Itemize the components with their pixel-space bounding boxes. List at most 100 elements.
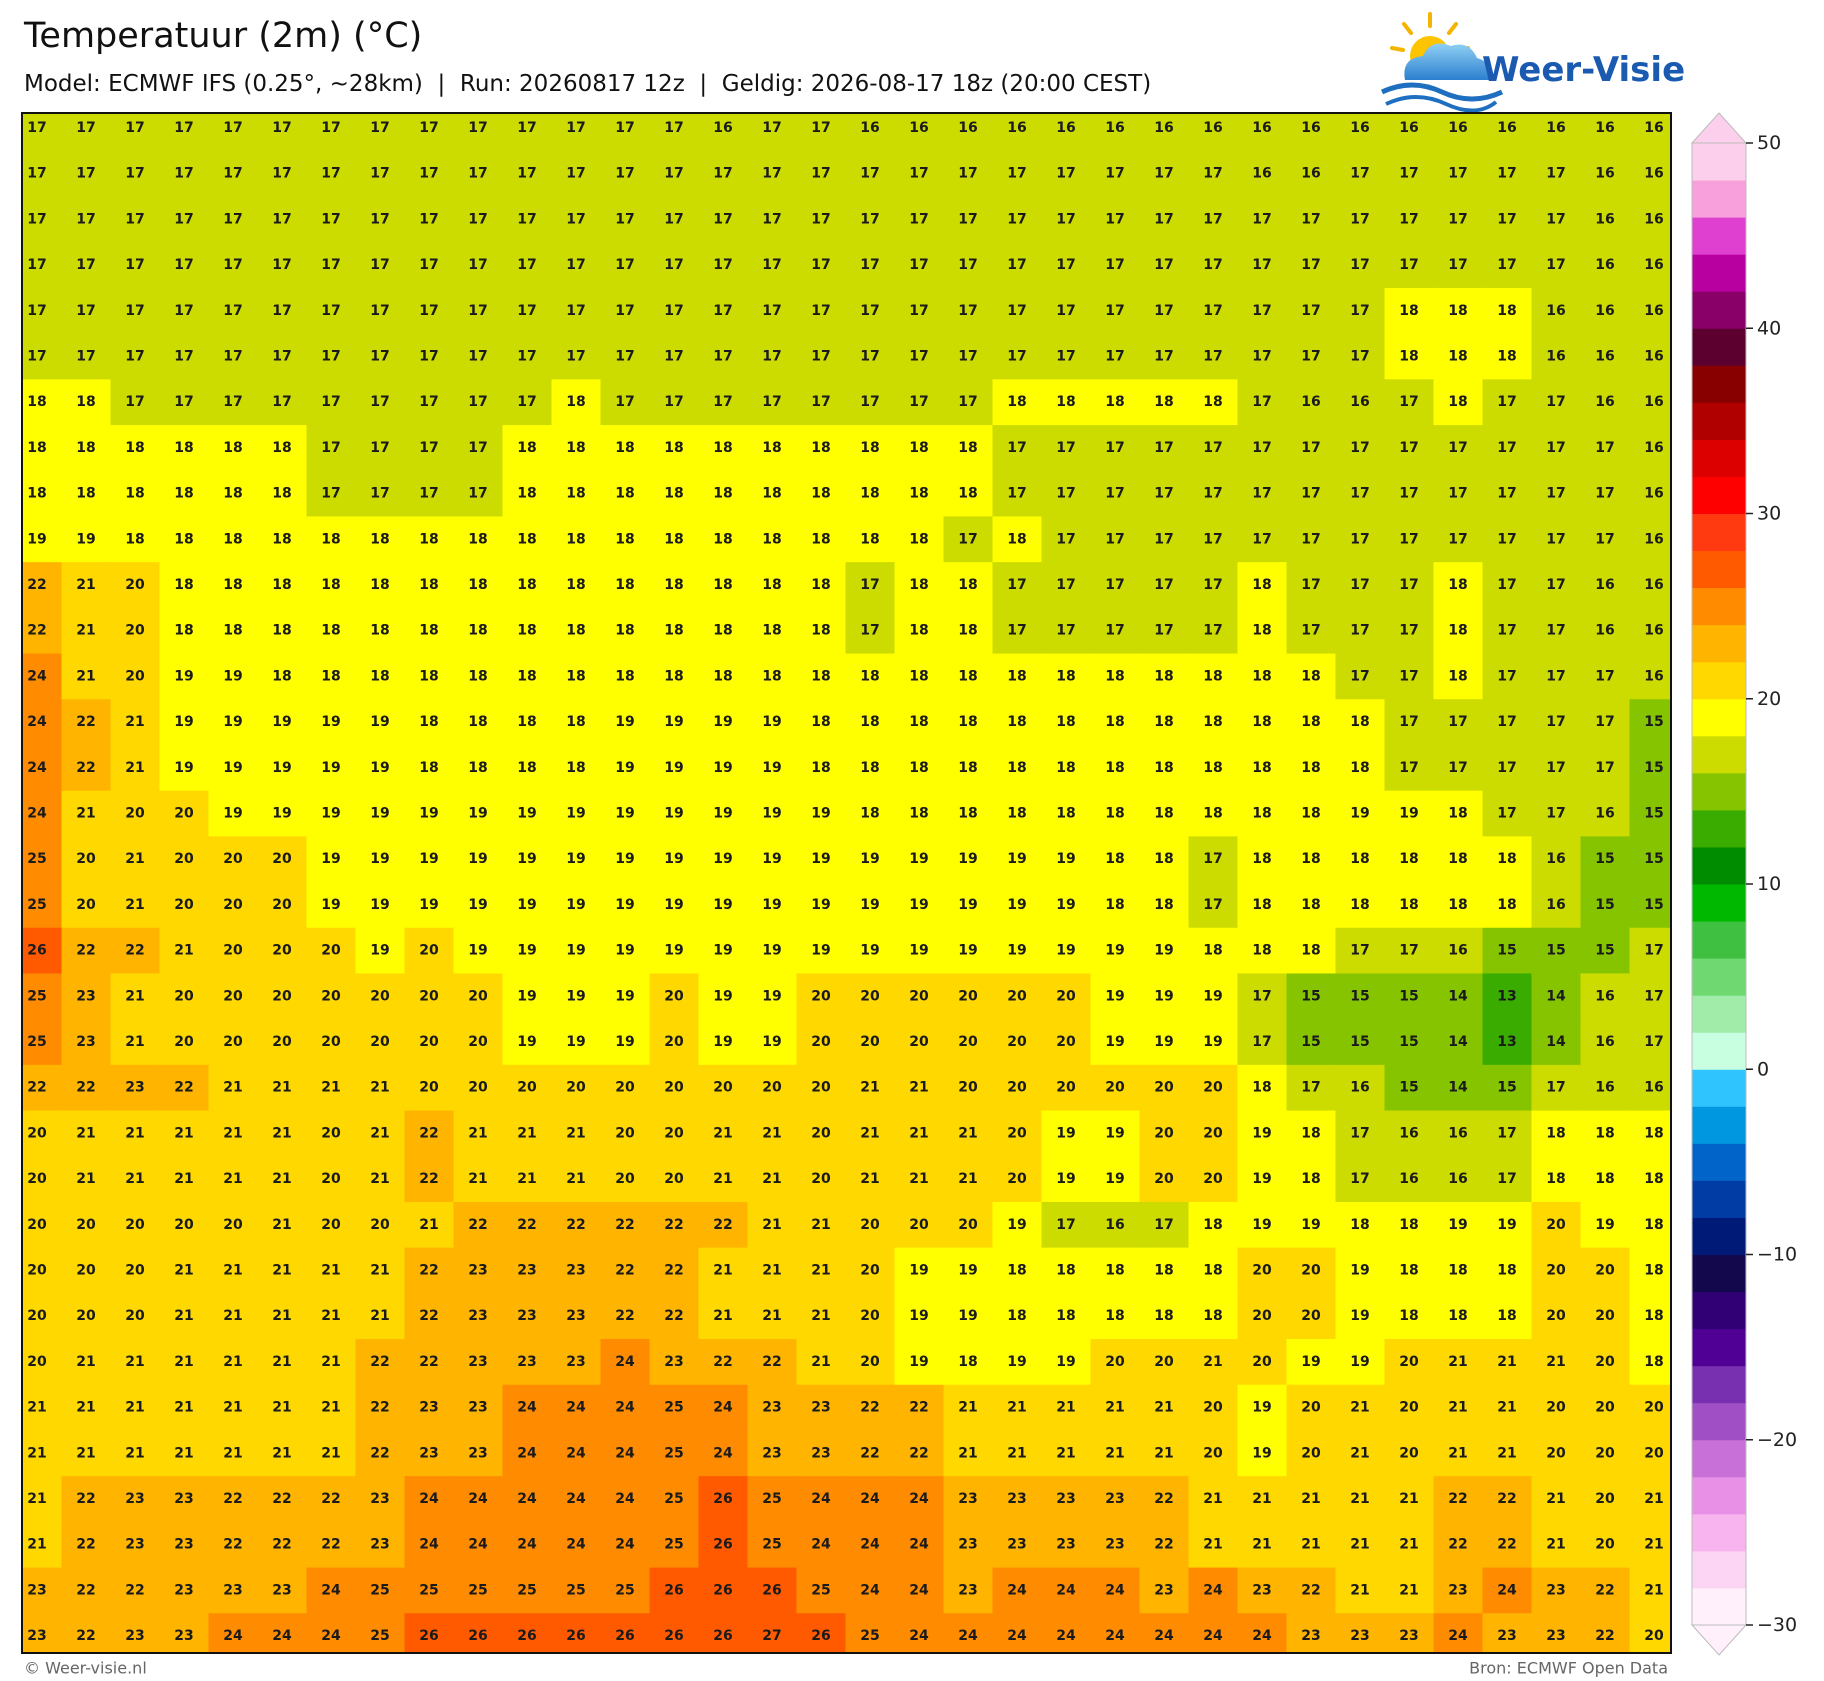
temperature-label: 20 [76, 851, 96, 867]
temperature-label: 18 [1448, 623, 1467, 639]
temperature-label: 20 [272, 897, 292, 913]
temperature-cell [943, 1384, 994, 1432]
temperature-label: 21 [566, 1171, 585, 1187]
temperature-label: 17 [1154, 623, 1173, 639]
temperature-cell [1580, 150, 1631, 198]
temperature-cell [1090, 882, 1141, 929]
temperature-label: 17 [615, 394, 634, 410]
temperature-cell [943, 113, 994, 152]
temperature-cell [1580, 927, 1631, 975]
temperature-label: 17 [1546, 531, 1565, 547]
temperature-cell [1041, 790, 1092, 837]
temperature-label: 20 [174, 1034, 194, 1050]
temperature-label: 18 [860, 668, 879, 684]
temperature-label: 23 [1007, 1491, 1026, 1507]
temperature-cell [1090, 1156, 1141, 1203]
colorbar-box [1692, 1106, 1746, 1144]
temperature-cell [404, 1247, 455, 1294]
temperature-cell [1629, 1613, 1671, 1653]
logo-text: Weer-Visie [1482, 50, 1685, 90]
cloud [1404, 43, 1490, 80]
temperature-label: 19 [223, 806, 242, 822]
temperature-label: 21 [272, 1445, 291, 1461]
temperature-label: 17 [1497, 440, 1516, 456]
temperature-cell [1237, 1201, 1288, 1249]
temperature-cell [22, 333, 63, 380]
temperature-cell [61, 242, 112, 289]
temperature-label: 17 [321, 257, 340, 273]
temperature-label: 20 [1007, 1080, 1027, 1096]
temperature-cell [1384, 699, 1435, 746]
temperature-cell [1384, 927, 1435, 975]
temperature-cell [1531, 973, 1582, 1020]
temperature-label: 17 [125, 257, 144, 273]
temperature-cell [1482, 973, 1533, 1020]
temperature-cell [943, 333, 994, 380]
temperature-cell [208, 744, 259, 792]
temperature-label: 16 [1595, 120, 1614, 136]
temperature-label: 19 [1497, 1217, 1516, 1233]
temperature-cell [159, 1476, 210, 1523]
temperature-cell [1188, 653, 1239, 700]
temperature-cell [306, 790, 357, 837]
temperature-cell [61, 1430, 112, 1477]
temperature-label: 20 [27, 1354, 47, 1370]
temperature-label: 18 [958, 623, 977, 639]
temperature-label: 18 [419, 623, 438, 639]
temperature-cell [453, 607, 504, 655]
temperature-label: 17 [1203, 349, 1222, 365]
temperature-cell [600, 1339, 651, 1386]
temperature-cell [600, 927, 651, 975]
temperature-cell [159, 1247, 210, 1294]
temperature-label: 15 [1399, 988, 1418, 1004]
temperature-label: 18 [615, 531, 634, 547]
temperature-label: 20 [1399, 1354, 1419, 1370]
temperature-label: 17 [1497, 394, 1516, 410]
temperature-label: 23 [958, 1491, 977, 1507]
temperature-cell [551, 882, 602, 929]
temperature-label: 18 [1448, 303, 1467, 319]
temperature-cell [845, 1019, 896, 1066]
temperature-cell [1335, 196, 1386, 243]
temperature-label: 18 [1350, 897, 1369, 913]
temperature-cell [1237, 1384, 1288, 1432]
temperature-cell [502, 1247, 553, 1294]
temperature-label: 21 [76, 623, 95, 639]
temperature-cell [1188, 607, 1239, 655]
temperature-cell [355, 607, 406, 655]
temperature-cell [698, 744, 749, 792]
temperature-label: 20 [909, 988, 929, 1004]
temperature-label: 21 [762, 1125, 781, 1141]
temperature-label: 18 [909, 531, 928, 547]
temperature-cell [1286, 1064, 1337, 1112]
temperature-label: 21 [811, 1354, 830, 1370]
temperature-label: 24 [272, 1628, 292, 1644]
temperature-cell [1188, 1064, 1239, 1112]
temperature-cell [1335, 150, 1386, 198]
temperature-label: 17 [1252, 486, 1271, 502]
temperature-label: 24 [1203, 1628, 1223, 1644]
temperature-cell [1041, 1430, 1092, 1477]
temperature-cell [1335, 425, 1386, 472]
temperature-cell [845, 1613, 896, 1653]
temperature-cell [502, 425, 553, 472]
temperature-cell [22, 1613, 63, 1653]
temperature-label: 17 [1399, 257, 1418, 273]
temperature-label: 17 [1301, 1080, 1320, 1096]
temperature-label: 22 [419, 1354, 438, 1370]
temperature-cell [306, 196, 357, 243]
temperature-label: 20 [223, 943, 243, 959]
temperature-label: 24 [27, 806, 47, 822]
temperature-cell [1237, 882, 1288, 929]
temperature-cell [22, 1567, 63, 1614]
temperature-cell [1041, 379, 1092, 426]
temperature-label: 17 [1154, 486, 1173, 502]
temperature-cell [1090, 1567, 1141, 1614]
temperature-label: 18 [1105, 897, 1124, 913]
temperature-cell [61, 562, 112, 609]
temperature-cell [1384, 1293, 1435, 1340]
temperature-label: 19 [419, 806, 438, 822]
colorbar-box [1692, 254, 1746, 292]
temperature-label: 21 [174, 1354, 193, 1370]
temperature-label: 26 [762, 1582, 781, 1598]
